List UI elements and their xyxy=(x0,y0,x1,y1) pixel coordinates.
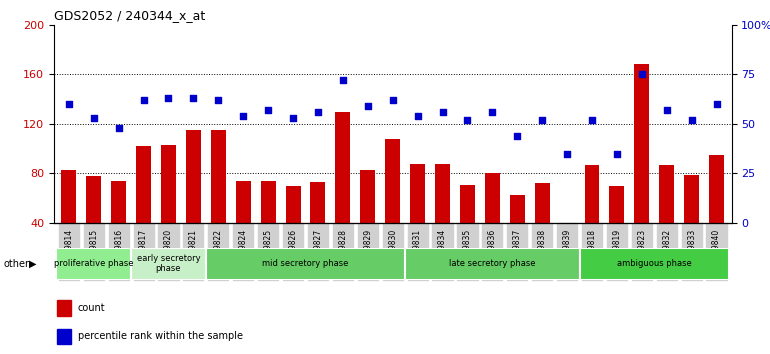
Point xyxy=(137,97,149,103)
Bar xyxy=(580,248,729,280)
Bar xyxy=(136,146,151,273)
Point xyxy=(262,107,274,113)
Point xyxy=(437,109,449,115)
Text: late secretory phase: late secretory phase xyxy=(449,259,536,268)
Point xyxy=(237,113,249,119)
Point xyxy=(461,117,474,123)
Bar xyxy=(211,130,226,273)
Point xyxy=(162,95,175,101)
Text: GDS2052 / 240344_x_at: GDS2052 / 240344_x_at xyxy=(54,9,205,22)
Text: early secretory
phase: early secretory phase xyxy=(137,254,200,273)
Bar xyxy=(685,175,699,273)
Bar xyxy=(534,183,550,273)
Text: other: other xyxy=(4,259,30,269)
Bar xyxy=(62,170,76,273)
Bar xyxy=(56,248,131,280)
Bar xyxy=(405,248,580,280)
Bar xyxy=(560,223,574,273)
Point xyxy=(336,78,349,83)
Point xyxy=(685,117,698,123)
Bar xyxy=(131,248,206,280)
Point xyxy=(661,107,673,113)
Bar xyxy=(659,165,675,273)
Point xyxy=(411,113,424,119)
Bar xyxy=(261,181,276,273)
Text: mid secretory phase: mid secretory phase xyxy=(263,259,349,268)
Bar xyxy=(336,112,350,273)
Bar xyxy=(385,139,400,273)
Bar xyxy=(584,165,600,273)
Text: percentile rank within the sample: percentile rank within the sample xyxy=(78,331,243,342)
Point xyxy=(362,103,374,109)
Point xyxy=(511,133,524,139)
Bar xyxy=(161,145,176,273)
Bar xyxy=(286,186,300,273)
Point xyxy=(88,115,100,121)
Point xyxy=(62,101,75,107)
Bar xyxy=(634,64,649,273)
Point xyxy=(561,151,573,156)
Bar xyxy=(236,181,251,273)
Point xyxy=(387,97,399,103)
Point xyxy=(636,72,648,77)
Bar xyxy=(360,170,375,273)
Point xyxy=(312,109,324,115)
Text: ambiguous phase: ambiguous phase xyxy=(617,259,691,268)
Bar xyxy=(410,164,425,273)
Point xyxy=(611,151,623,156)
Bar xyxy=(609,186,624,273)
Bar xyxy=(186,130,201,273)
Bar xyxy=(57,329,71,344)
Bar xyxy=(310,182,326,273)
Text: proliferative phase: proliferative phase xyxy=(54,259,133,268)
Point xyxy=(112,125,125,131)
Bar xyxy=(206,248,405,280)
Bar xyxy=(485,173,500,273)
Bar xyxy=(435,164,450,273)
Bar xyxy=(111,181,126,273)
Point xyxy=(486,109,498,115)
Point xyxy=(187,95,199,101)
Point xyxy=(586,117,598,123)
Point xyxy=(711,101,723,107)
Bar xyxy=(57,300,71,316)
Point xyxy=(213,97,225,103)
Text: ▶: ▶ xyxy=(29,259,37,269)
Point xyxy=(287,115,300,121)
Bar xyxy=(86,176,101,273)
Bar xyxy=(510,195,524,273)
Point xyxy=(536,117,548,123)
Bar xyxy=(460,185,475,273)
Bar xyxy=(709,155,724,273)
Text: count: count xyxy=(78,303,105,313)
